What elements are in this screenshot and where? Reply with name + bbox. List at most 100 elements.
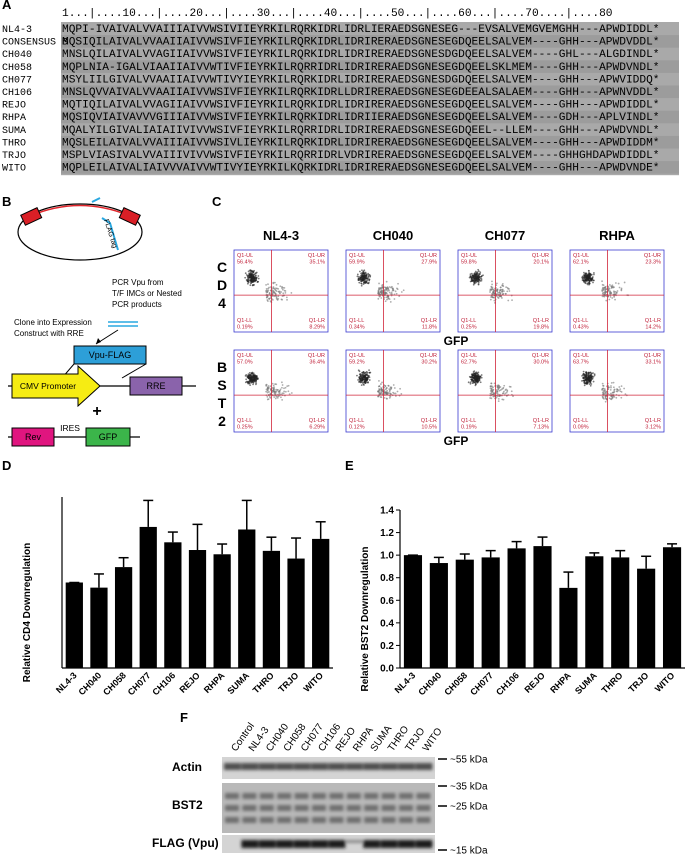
event-dot bbox=[358, 380, 361, 383]
event-dot bbox=[609, 392, 612, 395]
event-dot bbox=[497, 400, 500, 403]
event-dot bbox=[610, 385, 612, 387]
event-dot bbox=[392, 288, 395, 291]
band bbox=[345, 763, 363, 770]
event-dot bbox=[277, 395, 279, 398]
event-dot bbox=[603, 286, 606, 289]
event-dot bbox=[501, 398, 504, 401]
events bbox=[467, 370, 514, 403]
event-dot bbox=[476, 381, 478, 384]
band bbox=[364, 805, 379, 811]
event-dot bbox=[505, 391, 508, 394]
quadrant-percent: 8.29% bbox=[309, 325, 325, 331]
event-dot bbox=[271, 382, 274, 385]
event-dot bbox=[249, 380, 252, 383]
marker-label: ~15 kDa bbox=[450, 846, 488, 854]
band bbox=[276, 763, 294, 770]
event-dot bbox=[610, 381, 613, 384]
event-dot bbox=[501, 293, 504, 296]
event-dot bbox=[277, 389, 279, 391]
event-dot bbox=[502, 386, 505, 389]
event-dot bbox=[473, 370, 476, 373]
band bbox=[345, 840, 363, 843]
event-dot bbox=[585, 382, 588, 385]
sequence: MQSIQILAIVALVVAAIIAIVVWSIVFIEYRKILRQRKID… bbox=[62, 37, 660, 49]
quadrant-name: Q1-UL bbox=[237, 353, 253, 359]
quadrant-percent: 63.7% bbox=[573, 360, 589, 366]
event-dot bbox=[585, 371, 587, 374]
row-label: B bbox=[217, 359, 227, 375]
events bbox=[244, 371, 293, 401]
event-dot bbox=[593, 374, 596, 377]
event-dot bbox=[612, 391, 614, 394]
event-dot bbox=[477, 270, 480, 273]
event-dot bbox=[377, 395, 380, 398]
clone-note: Construct with RRE bbox=[14, 329, 84, 338]
rre-box bbox=[129, 376, 183, 396]
event-dot bbox=[601, 382, 604, 385]
band bbox=[225, 805, 239, 811]
event-dot bbox=[265, 289, 268, 292]
event-dot bbox=[361, 371, 363, 374]
y-tick-label: 0.8 bbox=[380, 573, 394, 584]
event-dot bbox=[477, 272, 480, 275]
event-dot bbox=[277, 391, 280, 393]
bar bbox=[611, 557, 630, 668]
event-dot bbox=[582, 370, 585, 373]
gfp-box bbox=[85, 427, 131, 447]
event-dot bbox=[474, 381, 477, 383]
event-dot bbox=[256, 378, 259, 381]
event-dot bbox=[380, 396, 383, 399]
bar bbox=[559, 587, 578, 668]
plasmid-diagram bbox=[8, 197, 196, 447]
event-dot bbox=[274, 390, 277, 393]
quadrant-name: Q1-LL bbox=[349, 418, 364, 424]
event-dot bbox=[268, 391, 270, 393]
x-tick-label: WITO bbox=[653, 670, 677, 694]
band bbox=[399, 793, 413, 799]
event-dot bbox=[495, 282, 498, 285]
event-dot bbox=[479, 381, 482, 384]
x-tick-label: CH077 bbox=[468, 670, 495, 697]
event-dot bbox=[367, 381, 369, 384]
bar bbox=[238, 529, 256, 668]
plot-frame bbox=[233, 349, 329, 433]
error-bar bbox=[641, 555, 652, 569]
event-dot bbox=[386, 298, 388, 301]
event-dot bbox=[618, 386, 621, 388]
quadrant-name: Q1-LR bbox=[645, 318, 661, 324]
event-dot bbox=[467, 381, 470, 384]
rev-label: Rev bbox=[25, 432, 42, 442]
event-dot bbox=[385, 393, 388, 395]
ires-label: IRES bbox=[60, 423, 80, 433]
event-dot bbox=[246, 276, 249, 279]
event-dot bbox=[249, 384, 252, 386]
rre-label: RRE bbox=[146, 381, 165, 391]
event-dot bbox=[384, 385, 387, 387]
band bbox=[398, 840, 415, 848]
panel-label: C bbox=[212, 194, 222, 209]
error-bar bbox=[315, 521, 326, 539]
quadrant-percent: 30.2% bbox=[421, 360, 437, 366]
plot-frame bbox=[345, 349, 441, 433]
quadrant-percent: 0.25% bbox=[461, 325, 477, 331]
plot-frame bbox=[457, 249, 553, 333]
event-dot bbox=[266, 396, 269, 398]
event-dot bbox=[472, 274, 475, 277]
sequence-name: NL4-3 bbox=[2, 25, 32, 36]
column-header: CH077 bbox=[485, 228, 525, 243]
quadrant-percent: 56.4% bbox=[237, 260, 253, 266]
event-dot bbox=[605, 288, 608, 291]
event-dot bbox=[356, 374, 358, 377]
event-dot bbox=[476, 275, 479, 278]
band bbox=[329, 817, 344, 823]
event-dot bbox=[266, 296, 268, 299]
x-tick-label: CH040 bbox=[76, 670, 103, 697]
event-dot bbox=[276, 397, 279, 399]
sequence-name: WITO bbox=[2, 164, 26, 175]
x-tick-label: NL4-3 bbox=[54, 670, 79, 695]
x-tick-label: NL4-3 bbox=[393, 670, 418, 695]
event-dot bbox=[253, 284, 256, 286]
event-dot bbox=[361, 377, 364, 379]
event-dot bbox=[250, 270, 253, 273]
